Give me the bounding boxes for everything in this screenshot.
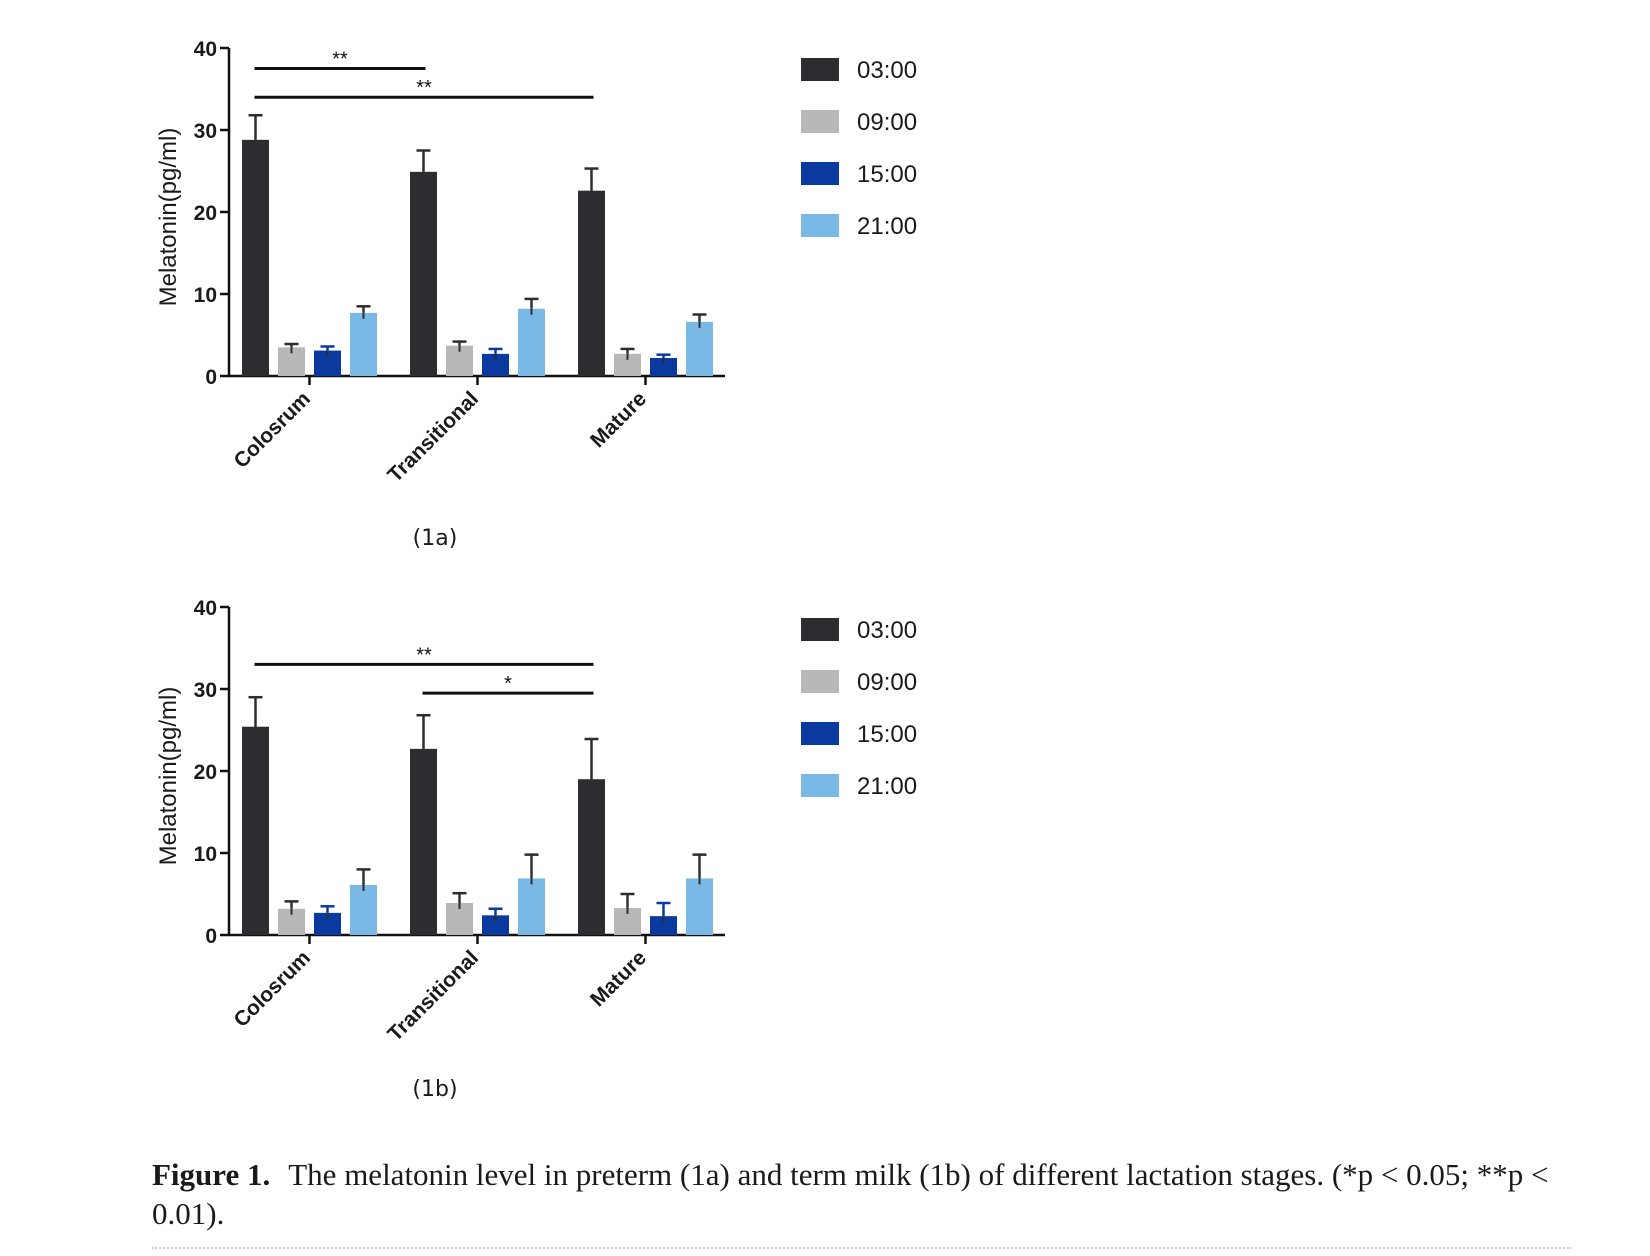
legend-swatch xyxy=(801,670,839,693)
legend-label: 09:00 xyxy=(857,109,917,136)
significance-label: ** xyxy=(416,77,432,99)
y-tick-label: 10 xyxy=(194,284,217,307)
legend-label: 15:00 xyxy=(857,721,917,748)
bar-0300-mature xyxy=(578,779,605,935)
y-tick-label: 40 xyxy=(194,597,217,620)
legend-swatch xyxy=(801,58,839,81)
bar-0900-mature xyxy=(614,353,641,376)
significance-label: * xyxy=(504,673,512,695)
y-tick-label: 40 xyxy=(194,38,217,61)
legend-label: 09:00 xyxy=(857,669,917,696)
chart-panel-1: 0 10 20 30 40 Melatonin(pg/ml) Colosrum Transit… xyxy=(155,38,917,551)
y-tick-label: 10 xyxy=(194,843,217,866)
bar-0300-transitional xyxy=(410,748,437,935)
bar-1500-transitional xyxy=(482,915,509,935)
figure-caption: Figure 1. The melatonin level in preterm … xyxy=(152,1155,1592,1233)
panel-label: (1b) xyxy=(412,1077,457,1102)
y-axis-label: Melatonin(pg/ml) xyxy=(155,128,182,307)
legend-label: 21:00 xyxy=(857,773,917,800)
y-tick-label: 0 xyxy=(205,366,217,389)
y-tick-label: 30 xyxy=(194,120,217,143)
legend-label: 03:00 xyxy=(857,57,917,84)
x-tick-label: Colosrum xyxy=(229,387,315,473)
y-tick-label: 20 xyxy=(194,761,217,784)
x-tick-label: Colosrum xyxy=(229,946,315,1032)
caption-label: Figure 1. xyxy=(152,1157,271,1192)
bar-1500-mature xyxy=(650,357,677,376)
bar-2100-mature xyxy=(686,878,713,935)
y-axis-label: Melatonin(pg/ml) xyxy=(155,687,182,866)
significance-label: ** xyxy=(332,49,348,71)
x-tick-label: Transitional xyxy=(383,387,483,487)
bar-1500-transitional xyxy=(482,353,509,376)
page-divider xyxy=(152,1247,1572,1249)
panel-label: (1a) xyxy=(413,526,458,551)
chart-panel-2: 0 10 20 30 40 Melatonin(pg/ml) Colosrum Transit… xyxy=(155,597,917,1102)
bar-0300-mature xyxy=(578,190,605,376)
significance-label: ** xyxy=(416,644,432,666)
bar-2100-colosrum xyxy=(350,884,377,935)
caption-text: The melatonin level in preterm (1a) and … xyxy=(152,1157,1549,1231)
bar-0300-colosrum xyxy=(242,726,269,935)
legend-swatch xyxy=(801,214,839,237)
legend-swatch xyxy=(801,774,839,797)
x-tick-label: Mature xyxy=(586,946,651,1011)
legend-swatch xyxy=(801,110,839,133)
legend-label: 21:00 xyxy=(857,213,917,240)
bar-2100-transitional xyxy=(518,308,545,376)
y-tick-label: 30 xyxy=(194,679,217,702)
bar-0300-transitional xyxy=(410,171,437,376)
bar-1500-colosrum xyxy=(314,912,341,935)
y-tick-label: 20 xyxy=(194,202,217,225)
bar-1500-mature xyxy=(650,916,677,935)
legend-label: 03:00 xyxy=(857,617,917,644)
legend-swatch xyxy=(801,722,839,745)
bar-2100-colosrum xyxy=(350,312,377,376)
legend-label: 15:00 xyxy=(857,161,917,188)
legend-swatch xyxy=(801,162,839,185)
x-tick-label: Transitional xyxy=(383,946,483,1046)
bar-2100-mature xyxy=(686,321,713,376)
bar-2100-transitional xyxy=(518,878,545,935)
x-tick-label: Mature xyxy=(586,387,651,452)
bar-0300-colosrum xyxy=(242,139,269,376)
y-tick-label: 0 xyxy=(205,925,217,948)
legend-swatch xyxy=(801,618,839,641)
